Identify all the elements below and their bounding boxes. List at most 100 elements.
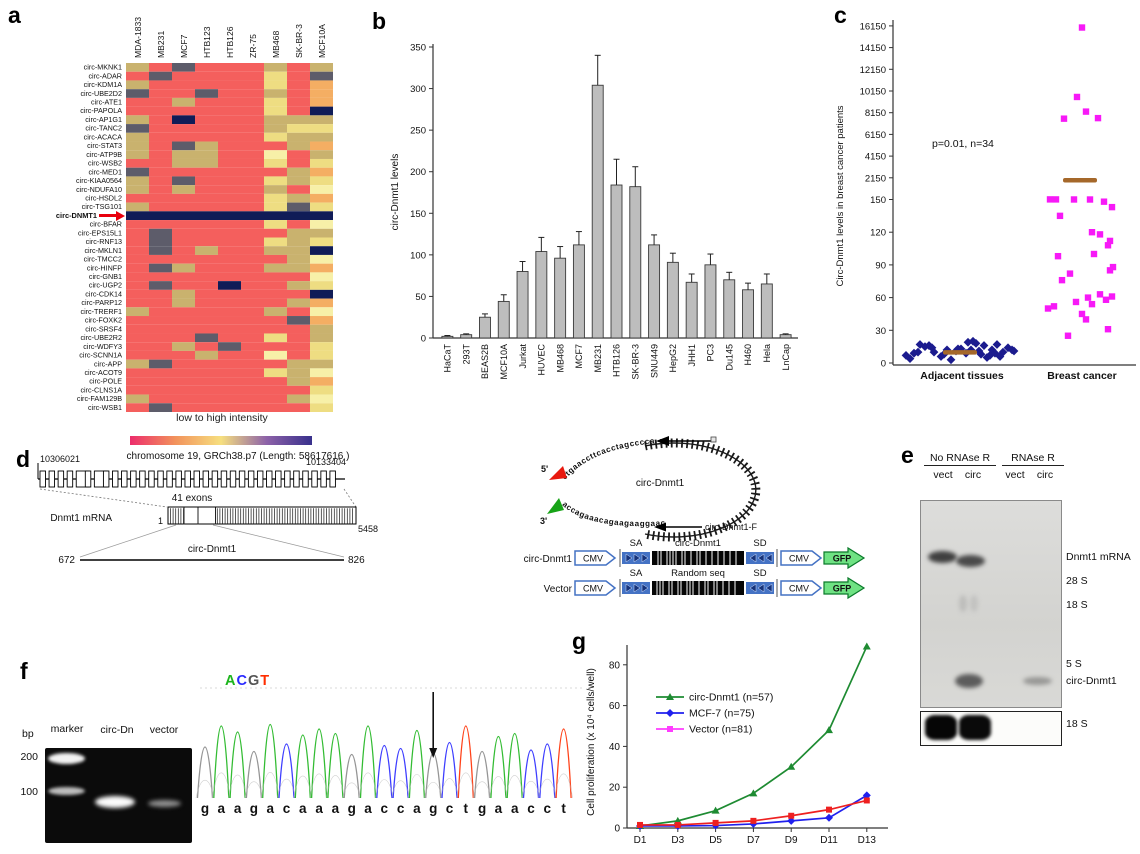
x-tick-label: Du145 — [724, 344, 734, 371]
heatmap-cell — [264, 316, 287, 325]
heatmap: MDA-1833 MB231 MCF7 HTB123 HTB126 ZR-75 MB468 S… — [56, 17, 333, 412]
heatmap-row-label: circ-BFAR — [90, 220, 122, 229]
construct-row-label: circ-Dnmt1 — [524, 554, 573, 565]
exon-box — [39, 470, 46, 488]
gel-image — [45, 748, 192, 843]
y-tick-label: 8150 — [865, 108, 886, 119]
heatmap-cell — [310, 272, 333, 282]
cmv-label: CMV — [583, 584, 603, 594]
y-tick-label: 350 — [410, 43, 426, 54]
blot-lane-label: vect — [933, 469, 953, 481]
heatmap-cell — [287, 281, 310, 290]
heatmap-row-label: circ-UGP2 — [89, 281, 122, 290]
heatmap-cell — [310, 403, 333, 412]
y-tick-label: 4150 — [865, 152, 886, 163]
chromatogram-minor-trace — [228, 774, 247, 799]
heatmap-cell — [241, 281, 264, 290]
blot-label-dnmt1-mrna: Dnmt1 mRNA — [1066, 551, 1131, 563]
heatmap-cell — [310, 141, 333, 151]
heatmap-cell — [126, 220, 149, 229]
scatter-point — [1073, 93, 1081, 101]
y-tick-label: 90 — [875, 260, 886, 271]
gene-locus-diagram: 10306021 chromosome 19, GRCh38.p7 (Lengt… — [37, 451, 378, 566]
heatmap-cell — [310, 176, 333, 186]
heatmap-cell — [287, 158, 310, 168]
sequence-base: c — [527, 801, 535, 816]
heatmap-cell — [149, 316, 172, 325]
y-tick-label: 200 — [410, 167, 426, 178]
panel-c-label: c — [834, 2, 847, 28]
heatmap-cell — [287, 176, 310, 186]
scatter-point — [1078, 310, 1086, 318]
blot-label-28s: 28 S — [1066, 575, 1088, 587]
gel-marker-100: 100 — [20, 786, 38, 798]
heatmap-cell — [218, 307, 241, 317]
heatmap-cell — [264, 403, 287, 412]
chromatogram-minor-trace — [293, 775, 313, 799]
sequence-base: a — [495, 801, 503, 816]
blot-band-18s-faint — [970, 595, 978, 612]
heatmap-cell — [241, 254, 264, 264]
legend-label: circ-Dnmt1 (n=57) — [689, 692, 773, 704]
heatmap-cell — [218, 333, 241, 343]
heatmap-cell — [195, 394, 218, 404]
exon-box — [48, 470, 56, 488]
heatmap-cell — [195, 281, 218, 290]
heatmap-column-header: MDA-1833 — [133, 17, 143, 58]
heatmap-cell — [149, 281, 172, 290]
heatmap-cell — [126, 359, 149, 369]
heatmap-cell — [149, 377, 172, 386]
y-tick-label: 40 — [609, 742, 621, 753]
heatmap-row-label: circ-TANC2 — [85, 124, 122, 133]
heatmap-cell — [172, 115, 195, 125]
gfp-label: GFP — [833, 584, 852, 594]
chromatogram-peak — [425, 752, 442, 799]
heatmap-cell — [264, 377, 287, 386]
heatmap-cell — [310, 158, 333, 168]
line-chart: 0 20 40 60 80 D1 D3 D5 D7 D9 D11 D13 Cell proliferat… — [586, 642, 888, 846]
heatmap-cell — [310, 307, 333, 317]
heatmap-cell — [149, 89, 172, 98]
heatmap-cell — [264, 307, 287, 317]
panel-g-label: g — [572, 628, 587, 654]
heatmap-cell — [149, 71, 172, 81]
heatmap-cell — [195, 298, 218, 308]
heatmap-row-label: circ-MKLN1 — [84, 246, 122, 255]
scatter-point — [1044, 305, 1052, 312]
heatmap-cell — [264, 150, 287, 159]
heatmap-cell — [264, 394, 287, 404]
heatmap-cell — [264, 97, 287, 107]
heatmap-cell — [172, 394, 195, 404]
heatmap-cell — [241, 307, 264, 317]
sd-label: SD — [753, 538, 766, 549]
data-marker — [667, 726, 673, 732]
zoom-connector — [79, 524, 177, 558]
junction-seq-red: ctgaaccttcacctagcccca — [560, 436, 656, 481]
sequence-base: t — [464, 801, 469, 816]
sequence-base: g — [250, 801, 258, 816]
sequence-base: a — [511, 801, 519, 816]
heatmap-row-label: circ-ATP9B — [86, 150, 122, 159]
heatmap-cell — [310, 71, 333, 81]
heatmap-cell — [264, 167, 287, 177]
heatmap-row-label: circ-HINFP — [87, 263, 122, 272]
bar — [760, 283, 773, 339]
heatmap-cell — [264, 124, 287, 133]
heatmap-cell — [310, 185, 333, 194]
heatmap-cell — [195, 333, 218, 343]
chromatogram-peak — [213, 725, 230, 799]
heatmap-cell — [126, 211, 149, 221]
heatmap-cell — [218, 254, 241, 264]
heatmap-cell — [218, 359, 241, 369]
heatmap-cell — [172, 316, 195, 325]
chromatogram-minor-trace — [554, 773, 573, 799]
heatmap-row-label: circ-MKNK1 — [84, 63, 122, 72]
heatmap-row-label: circ-FAM129B — [77, 394, 122, 403]
heatmap-cell — [126, 80, 149, 90]
cmv-promoter-box-2 — [780, 580, 823, 596]
scatter-point — [1046, 196, 1054, 203]
heatmap-cell — [172, 220, 195, 229]
p-value-annotation: p=0.01, n=34 — [932, 138, 994, 150]
heatmap-cell — [218, 158, 241, 168]
heatmap-cell — [218, 115, 241, 125]
